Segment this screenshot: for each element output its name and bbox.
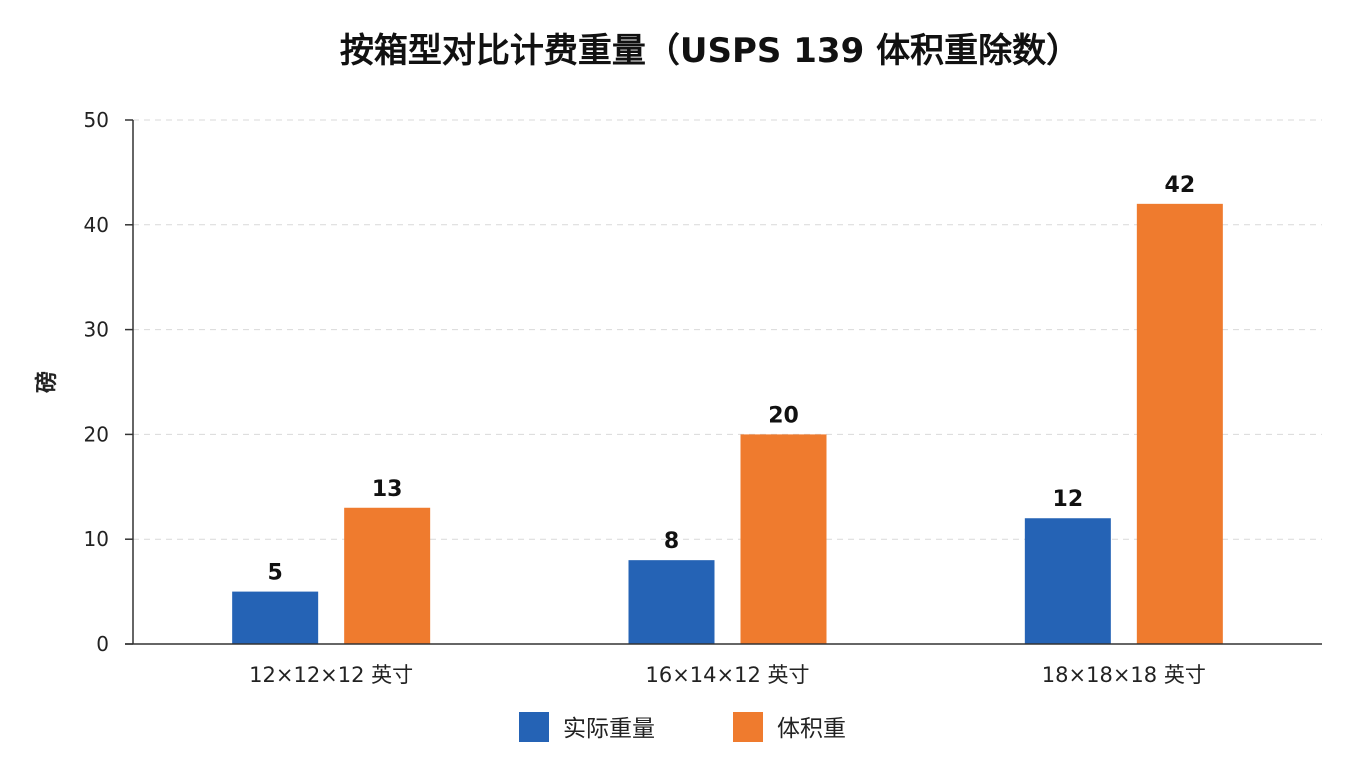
y-tick-label: 0 (96, 632, 109, 656)
y-axis-label: 磅 (34, 371, 60, 393)
legend-swatch (519, 712, 549, 742)
bar (1024, 518, 1111, 644)
y-tick-label: 10 (84, 527, 109, 551)
data-label: 20 (768, 403, 799, 428)
gridlines (133, 119, 1322, 540)
bars (232, 203, 1223, 644)
y-tick-label: 50 (84, 108, 109, 132)
bar (344, 507, 431, 644)
legend-label: 体积重 (777, 716, 846, 742)
data-label: 12 (1053, 487, 1084, 512)
y-axis-ticks: 0 10 20 30 40 50 (84, 108, 133, 656)
legend-swatch (733, 712, 763, 742)
y-tick-label: 30 (84, 318, 109, 342)
bar (1136, 203, 1223, 644)
data-label: 8 (664, 529, 679, 554)
y-tick-label: 20 (84, 422, 109, 446)
legend-label: 实际重量 (563, 716, 655, 742)
bar (740, 434, 827, 644)
data-label: 42 (1165, 173, 1196, 198)
data-label: 5 (268, 561, 283, 586)
bar (232, 591, 319, 644)
legend: 实际重量 体积重 (519, 712, 846, 742)
data-label: 13 (372, 477, 403, 502)
chart-title: 按箱型对比计费重量（USPS 139 体积重除数） (340, 31, 1080, 71)
x-category-label: 12×12×12 英寸 (249, 663, 413, 687)
x-category-label: 18×18×18 英寸 (1042, 663, 1206, 687)
x-axis-categories: 12×12×12 英寸 16×14×12 英寸 18×18×18 英寸 (249, 663, 1206, 687)
data-labels: 5 13 8 20 12 42 (268, 173, 1196, 586)
y-tick-label: 40 (84, 213, 109, 237)
bar (628, 560, 715, 644)
x-category-label: 16×14×12 英寸 (645, 663, 809, 687)
